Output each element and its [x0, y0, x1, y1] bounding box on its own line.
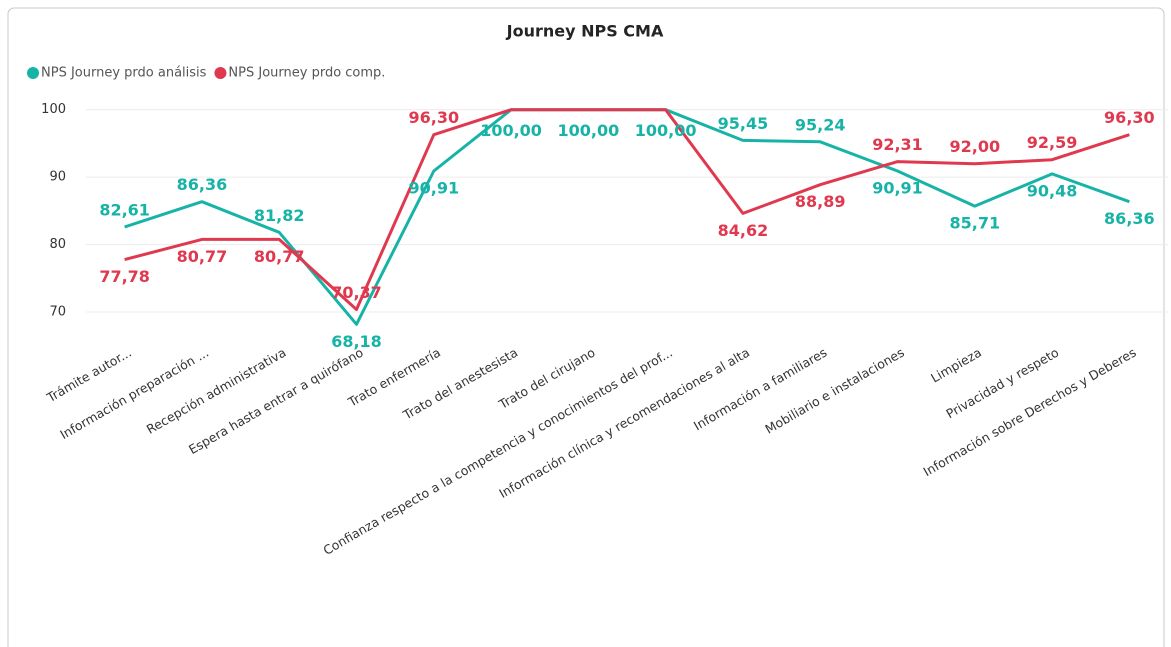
data-label: 96,30: [408, 108, 459, 127]
data-label: 100,00: [557, 121, 619, 140]
y-tick-label: 70: [49, 305, 66, 320]
data-label: 96,30: [1104, 108, 1155, 127]
data-label: 77,78: [99, 267, 150, 286]
data-label: 81,82: [254, 206, 305, 225]
legend-marker: [27, 67, 39, 79]
data-label: 80,77: [254, 247, 305, 266]
chart-title: Journey NPS CMA: [506, 22, 664, 41]
data-label: 70,37: [331, 283, 382, 302]
legend-label: NPS Journey prdo análisis: [41, 66, 207, 81]
data-label: 84,62: [718, 221, 769, 240]
data-label: 86,36: [1104, 209, 1155, 228]
data-label: 85,71: [949, 214, 1000, 233]
legend-marker: [214, 67, 227, 79]
data-label: 86,36: [177, 175, 228, 194]
y-tick-label: 100: [41, 102, 66, 117]
data-label: 95,45: [718, 114, 769, 133]
data-label: 100,00: [635, 121, 697, 140]
data-label: 95,24: [795, 115, 846, 134]
data-label: 92,31: [872, 135, 923, 154]
data-label: 88,89: [795, 192, 846, 211]
data-label: 92,00: [949, 137, 1000, 156]
data-label: 92,59: [1027, 133, 1078, 152]
data-label: 80,77: [177, 247, 228, 266]
y-tick-label: 80: [49, 237, 66, 252]
legend-label: NPS Journey prdo comp.: [228, 66, 385, 81]
card: [7, 7, 1165, 647]
data-label: 100,00: [480, 121, 542, 140]
y-tick-label: 90: [49, 170, 66, 185]
data-label: 90,48: [1027, 181, 1078, 200]
series-line: [124, 108, 1130, 311]
data-label: 82,61: [99, 201, 150, 220]
data-label: 90,91: [872, 179, 923, 198]
data-label: 68,18: [331, 332, 382, 351]
data-label: 90,91: [408, 179, 459, 198]
